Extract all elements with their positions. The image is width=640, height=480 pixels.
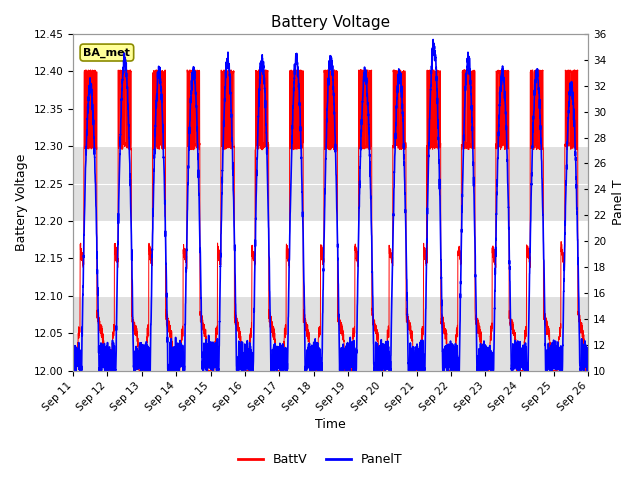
Title: Battery Voltage: Battery Voltage [271,15,390,30]
Bar [73,221,588,296]
Bar [73,296,588,371]
X-axis label: Time: Time [316,419,346,432]
Bar [73,34,588,146]
Text: BA_met: BA_met [83,48,131,58]
Y-axis label: Panel T: Panel T [612,180,625,225]
Legend: BattV, PanelT: BattV, PanelT [232,448,408,471]
Bar [73,146,588,221]
Y-axis label: Battery Voltage: Battery Voltage [15,154,28,251]
